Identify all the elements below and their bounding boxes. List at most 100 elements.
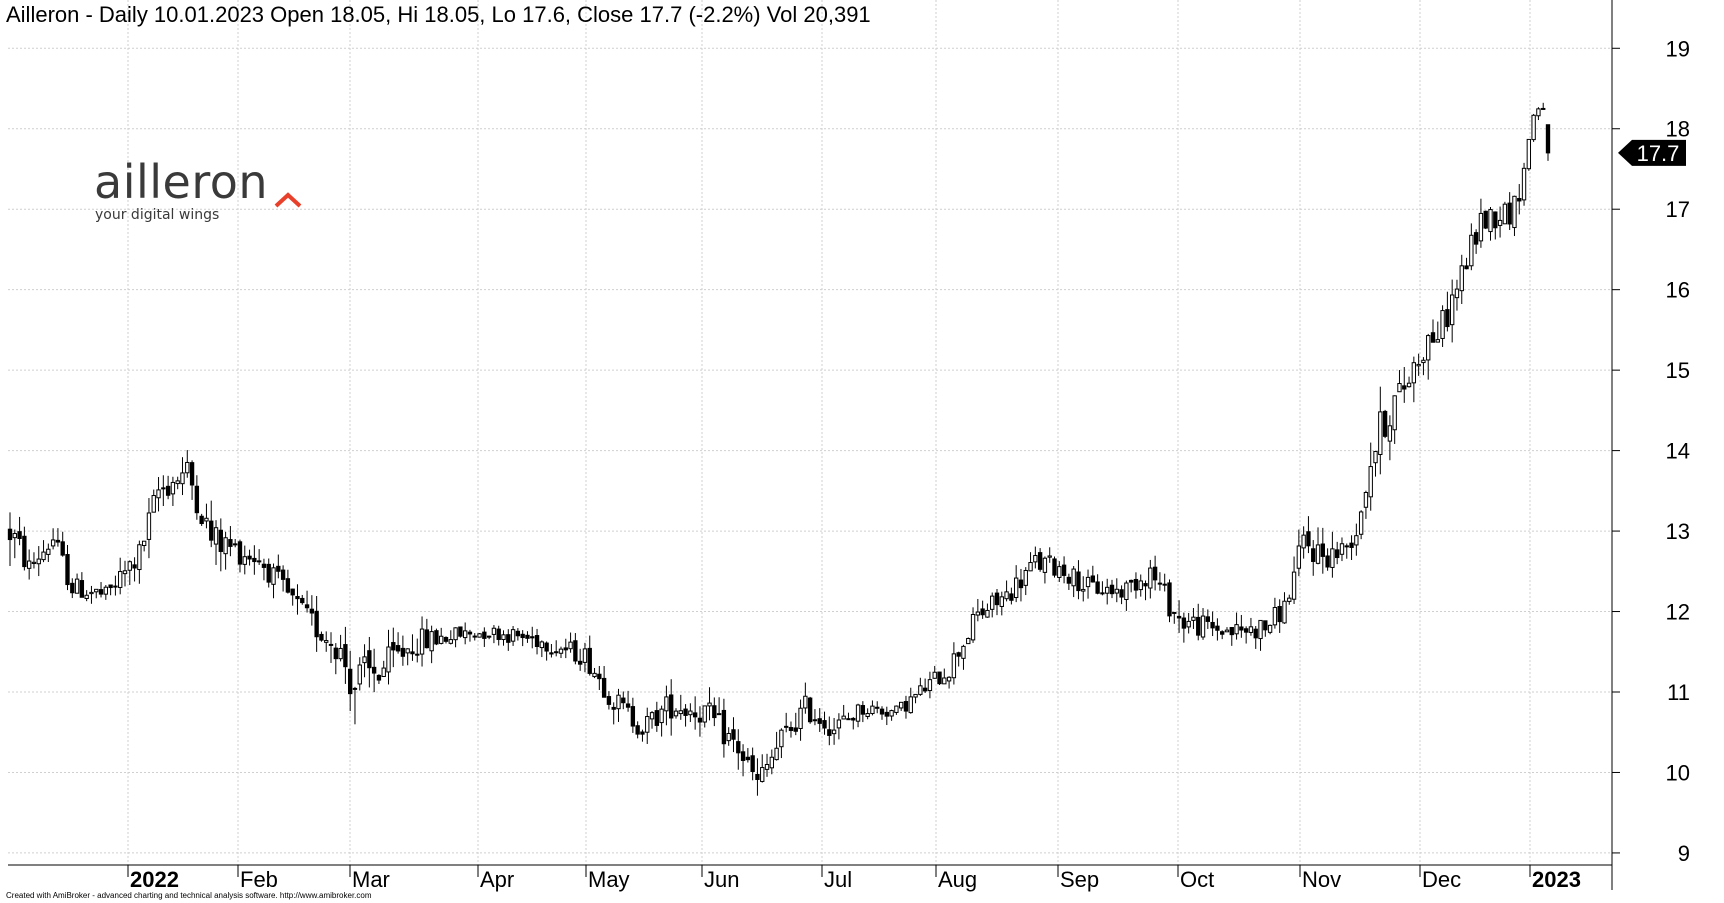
y-tick-label: 10 bbox=[1666, 760, 1690, 785]
candle-up bbox=[927, 679, 933, 692]
candle-up bbox=[1296, 545, 1302, 569]
candle-down bbox=[1157, 582, 1163, 585]
candle-down bbox=[1517, 198, 1522, 202]
candle-down bbox=[276, 565, 281, 572]
candle-down bbox=[371, 666, 377, 674]
candle-up bbox=[1105, 586, 1110, 594]
candle-down bbox=[534, 635, 540, 647]
candle-down bbox=[1009, 593, 1014, 601]
candle-up bbox=[1421, 359, 1426, 364]
candle-up bbox=[1004, 591, 1009, 600]
candle-up bbox=[554, 651, 559, 654]
candle-up bbox=[1033, 555, 1038, 563]
candle-down bbox=[1430, 332, 1436, 343]
candle-up bbox=[1291, 571, 1297, 600]
candle-up bbox=[1435, 339, 1440, 343]
candle-up bbox=[1071, 568, 1076, 587]
candle-up bbox=[1172, 611, 1177, 614]
candle-up bbox=[1469, 234, 1474, 267]
x-tick-label: Sep bbox=[1060, 867, 1099, 892]
candle-up bbox=[1378, 411, 1383, 456]
candle-down bbox=[1493, 211, 1498, 229]
candle-down bbox=[285, 578, 291, 593]
candle-up bbox=[462, 630, 468, 639]
candle-down bbox=[1210, 621, 1215, 629]
candle-up bbox=[1521, 167, 1527, 201]
candle-up bbox=[764, 764, 770, 770]
candle-up bbox=[1013, 577, 1019, 599]
candle-up bbox=[405, 648, 410, 654]
candle-up bbox=[664, 696, 669, 712]
candle-down bbox=[721, 709, 727, 745]
candle-up bbox=[836, 719, 842, 729]
candle-down bbox=[17, 531, 22, 540]
candle-down bbox=[199, 515, 204, 525]
candle-down bbox=[1253, 628, 1258, 639]
candle-down bbox=[860, 705, 866, 715]
candle-up bbox=[36, 558, 41, 565]
candle-up bbox=[970, 614, 976, 641]
x-axis-ticks: 2022 Feb Mar Apr May Jun Jul Aug Sep Oct Nov Dec 202… bbox=[127, 865, 1581, 892]
candle-down bbox=[1181, 617, 1187, 629]
candle-up bbox=[908, 696, 913, 714]
candle-up bbox=[419, 628, 425, 655]
candle-down bbox=[348, 668, 353, 695]
candle-up bbox=[784, 725, 789, 728]
candle-up bbox=[990, 595, 995, 610]
candle-down bbox=[1133, 578, 1139, 591]
x-tick-label: Aug bbox=[938, 867, 977, 892]
candle-down bbox=[712, 705, 717, 719]
candle-up bbox=[26, 560, 32, 569]
candle-up bbox=[798, 707, 803, 729]
candle-down bbox=[400, 647, 406, 657]
candle-up bbox=[1440, 310, 1445, 339]
candle-down bbox=[1320, 543, 1325, 557]
candle-down bbox=[108, 584, 113, 589]
candle-down bbox=[587, 647, 592, 674]
candle-up bbox=[1397, 383, 1402, 393]
candle-up bbox=[429, 631, 434, 652]
candle-down bbox=[1090, 575, 1096, 583]
candle-down bbox=[1076, 571, 1081, 592]
ailleron-logo: ailleron your digital wings bbox=[94, 155, 302, 223]
candle-down bbox=[60, 541, 65, 556]
candle-up bbox=[501, 634, 506, 641]
candle-down bbox=[817, 718, 822, 724]
last-price-marker: 17.7 bbox=[1618, 139, 1686, 166]
candle-up bbox=[889, 710, 894, 717]
candle-down bbox=[1037, 552, 1043, 570]
candle-up bbox=[439, 635, 444, 644]
candle-up bbox=[592, 672, 597, 678]
candle-up bbox=[913, 693, 918, 698]
candle-down bbox=[443, 636, 449, 642]
candle-down bbox=[577, 660, 583, 665]
candle-up bbox=[1426, 335, 1431, 361]
candle-down bbox=[1483, 210, 1488, 229]
y-tick-label: 13 bbox=[1666, 519, 1690, 544]
candle-up bbox=[12, 533, 17, 539]
candle-down bbox=[1545, 124, 1551, 154]
candle-up bbox=[870, 705, 875, 715]
candle-up bbox=[1459, 265, 1464, 292]
candle-down bbox=[228, 539, 233, 547]
candle-up bbox=[702, 705, 707, 723]
candle-up bbox=[616, 694, 621, 710]
candle-down bbox=[1176, 615, 1182, 619]
candle-down bbox=[7, 528, 13, 541]
candle-up bbox=[141, 540, 147, 547]
candle-down bbox=[1100, 592, 1105, 595]
candle-up bbox=[1162, 583, 1167, 586]
candles bbox=[7, 102, 1551, 796]
candle-down bbox=[544, 642, 549, 652]
candle-up bbox=[688, 710, 693, 716]
candle-down bbox=[630, 706, 636, 727]
candle-down bbox=[549, 652, 554, 655]
candle-down bbox=[22, 535, 27, 568]
candle-up bbox=[41, 551, 46, 561]
candle-up bbox=[1363, 491, 1369, 508]
candle-up bbox=[678, 710, 683, 715]
candle-up bbox=[89, 591, 94, 595]
candle-up bbox=[386, 646, 391, 673]
candle-up bbox=[1526, 138, 1532, 170]
